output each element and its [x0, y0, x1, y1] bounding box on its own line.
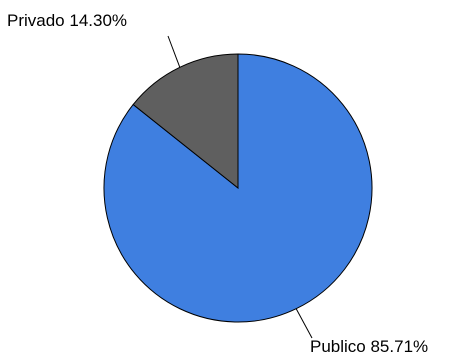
leader-line-privado [167, 35, 181, 68]
leader-lines [167, 35, 313, 339]
slice-label-publico: Publico 85.71% [310, 337, 428, 354]
leader-line-publico [295, 308, 313, 339]
slice-label-privado: Privado 14.30% [7, 11, 127, 30]
pie-slices [103, 53, 373, 323]
pie-slice-privado [132, 53, 239, 190]
